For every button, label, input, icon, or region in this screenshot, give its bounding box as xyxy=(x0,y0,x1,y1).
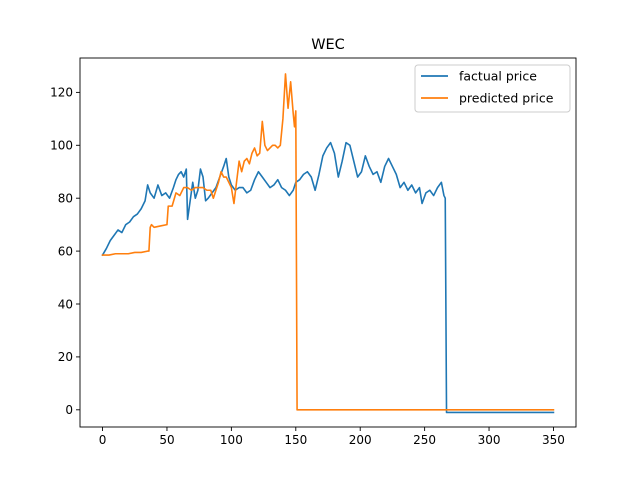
x-tick-label: 200 xyxy=(349,433,372,447)
legend-label-0: factual price xyxy=(459,69,537,84)
x-tick-label: 50 xyxy=(159,433,174,447)
plot-area xyxy=(80,58,576,427)
legend-label-1: predicted price xyxy=(459,91,554,106)
x-tick-label: 0 xyxy=(99,433,107,447)
y-tick-label: 40 xyxy=(58,297,73,311)
axes-layer: 0 50 100 150 200 250 300 350 0 20 40 60 80 100 120 xyxy=(50,57,577,447)
x-tick-label: 100 xyxy=(220,433,243,447)
series-line-1 xyxy=(101,73,555,411)
y-tick-label: 100 xyxy=(50,139,73,153)
y-tick-label: 0 xyxy=(65,403,73,417)
x-tick-label: 150 xyxy=(284,433,307,447)
x-tick-label: 350 xyxy=(542,433,565,447)
axes-frame xyxy=(79,57,577,428)
y-tick-label: 80 xyxy=(58,191,73,205)
series-line-0 xyxy=(101,141,555,414)
legend: factual price predicted price xyxy=(414,64,571,113)
y-tick-label: 60 xyxy=(58,244,73,258)
chart-title: WEC xyxy=(311,37,345,53)
x-tick-label: 300 xyxy=(478,433,501,447)
legend-box xyxy=(414,64,571,113)
x-tick-label: 250 xyxy=(413,433,436,447)
y-tick-label: 20 xyxy=(58,350,73,364)
series-layer xyxy=(101,73,555,414)
y-tick-label: 120 xyxy=(50,86,73,100)
